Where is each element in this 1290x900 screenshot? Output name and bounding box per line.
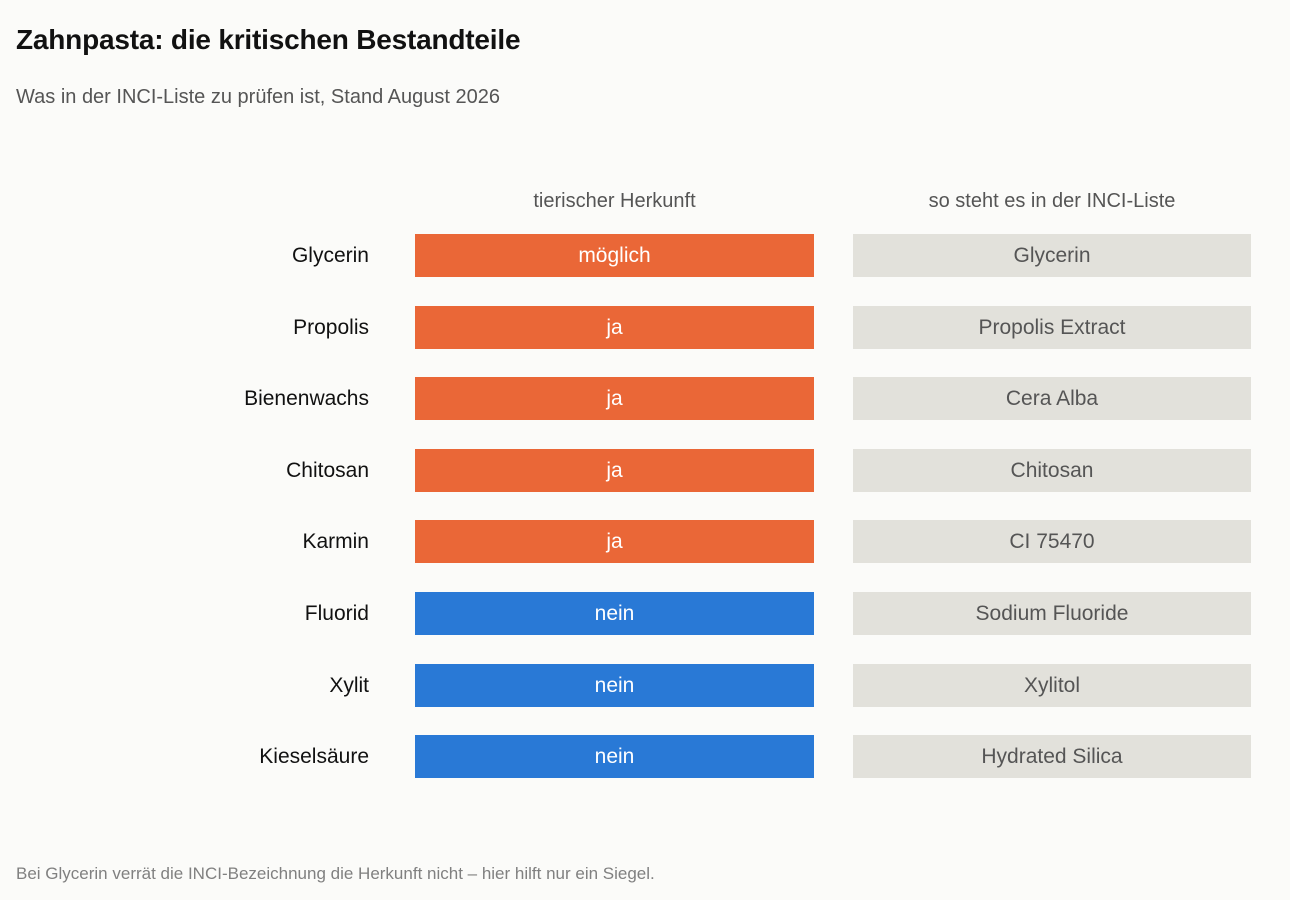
table-row: Propolis ja Propolis Extract — [0, 305, 1290, 349]
table-row: Karmin ja CI 75470 — [0, 520, 1290, 564]
row-label: Kieselsäure — [259, 745, 369, 769]
origin-cell: nein — [415, 591, 814, 635]
origin-cell: ja — [415, 377, 814, 421]
row-label: Bienenwachs — [244, 387, 369, 411]
column-header-inci: so steht es in der INCI-Liste — [928, 190, 1176, 212]
origin-cell: ja — [415, 448, 814, 492]
inci-cell: Sodium Fluoride — [853, 591, 1251, 635]
origin-cell: nein — [415, 663, 814, 707]
row-label: Propolis — [293, 315, 369, 339]
origin-cell: ja — [415, 305, 814, 349]
row-label: Xylit — [329, 673, 369, 697]
inci-cell: Chitosan — [853, 448, 1251, 492]
row-label: Chitosan — [286, 458, 369, 482]
chart-title: Zahnpasta: die kritischen Bestandteile — [16, 24, 521, 55]
table-row: Xylit nein Xylitol — [0, 663, 1290, 707]
table-row: Glycerin möglich Glycerin — [0, 234, 1290, 277]
inci-cell: Xylitol — [853, 663, 1251, 707]
row-label: Karmin — [302, 530, 369, 554]
ingredient-table: Glycerin möglich Glycerin Propolis ja Propoli… — [0, 234, 1290, 807]
chart-subtitle: Was in der INCI-Liste zu prüfen ist, Sta… — [16, 86, 500, 108]
table-row: Kieselsäure nein Hydrated Silica — [0, 735, 1290, 779]
table-row: Bienenwachs ja Cera Alba — [0, 377, 1290, 421]
origin-cell: möglich — [415, 234, 814, 277]
inci-cell: Propolis Extract — [853, 305, 1251, 349]
origin-cell: ja — [415, 520, 814, 564]
column-header-origin: tierischer Herkunft — [533, 190, 696, 212]
origin-cell: nein — [415, 735, 814, 779]
row-label: Fluorid — [304, 601, 369, 625]
inci-cell: CI 75470 — [853, 520, 1251, 564]
inci-cell: Hydrated Silica — [853, 735, 1251, 779]
inci-cell: Glycerin — [853, 234, 1251, 277]
row-label: Glycerin — [291, 244, 369, 267]
footnote: Bei Glycerin verrät die INCI-Bezeichnung… — [16, 864, 655, 883]
table-row: Fluorid nein Sodium Fluoride — [0, 591, 1290, 635]
inci-cell: Cera Alba — [853, 377, 1251, 421]
table-row: Chitosan ja Chitosan — [0, 448, 1290, 492]
